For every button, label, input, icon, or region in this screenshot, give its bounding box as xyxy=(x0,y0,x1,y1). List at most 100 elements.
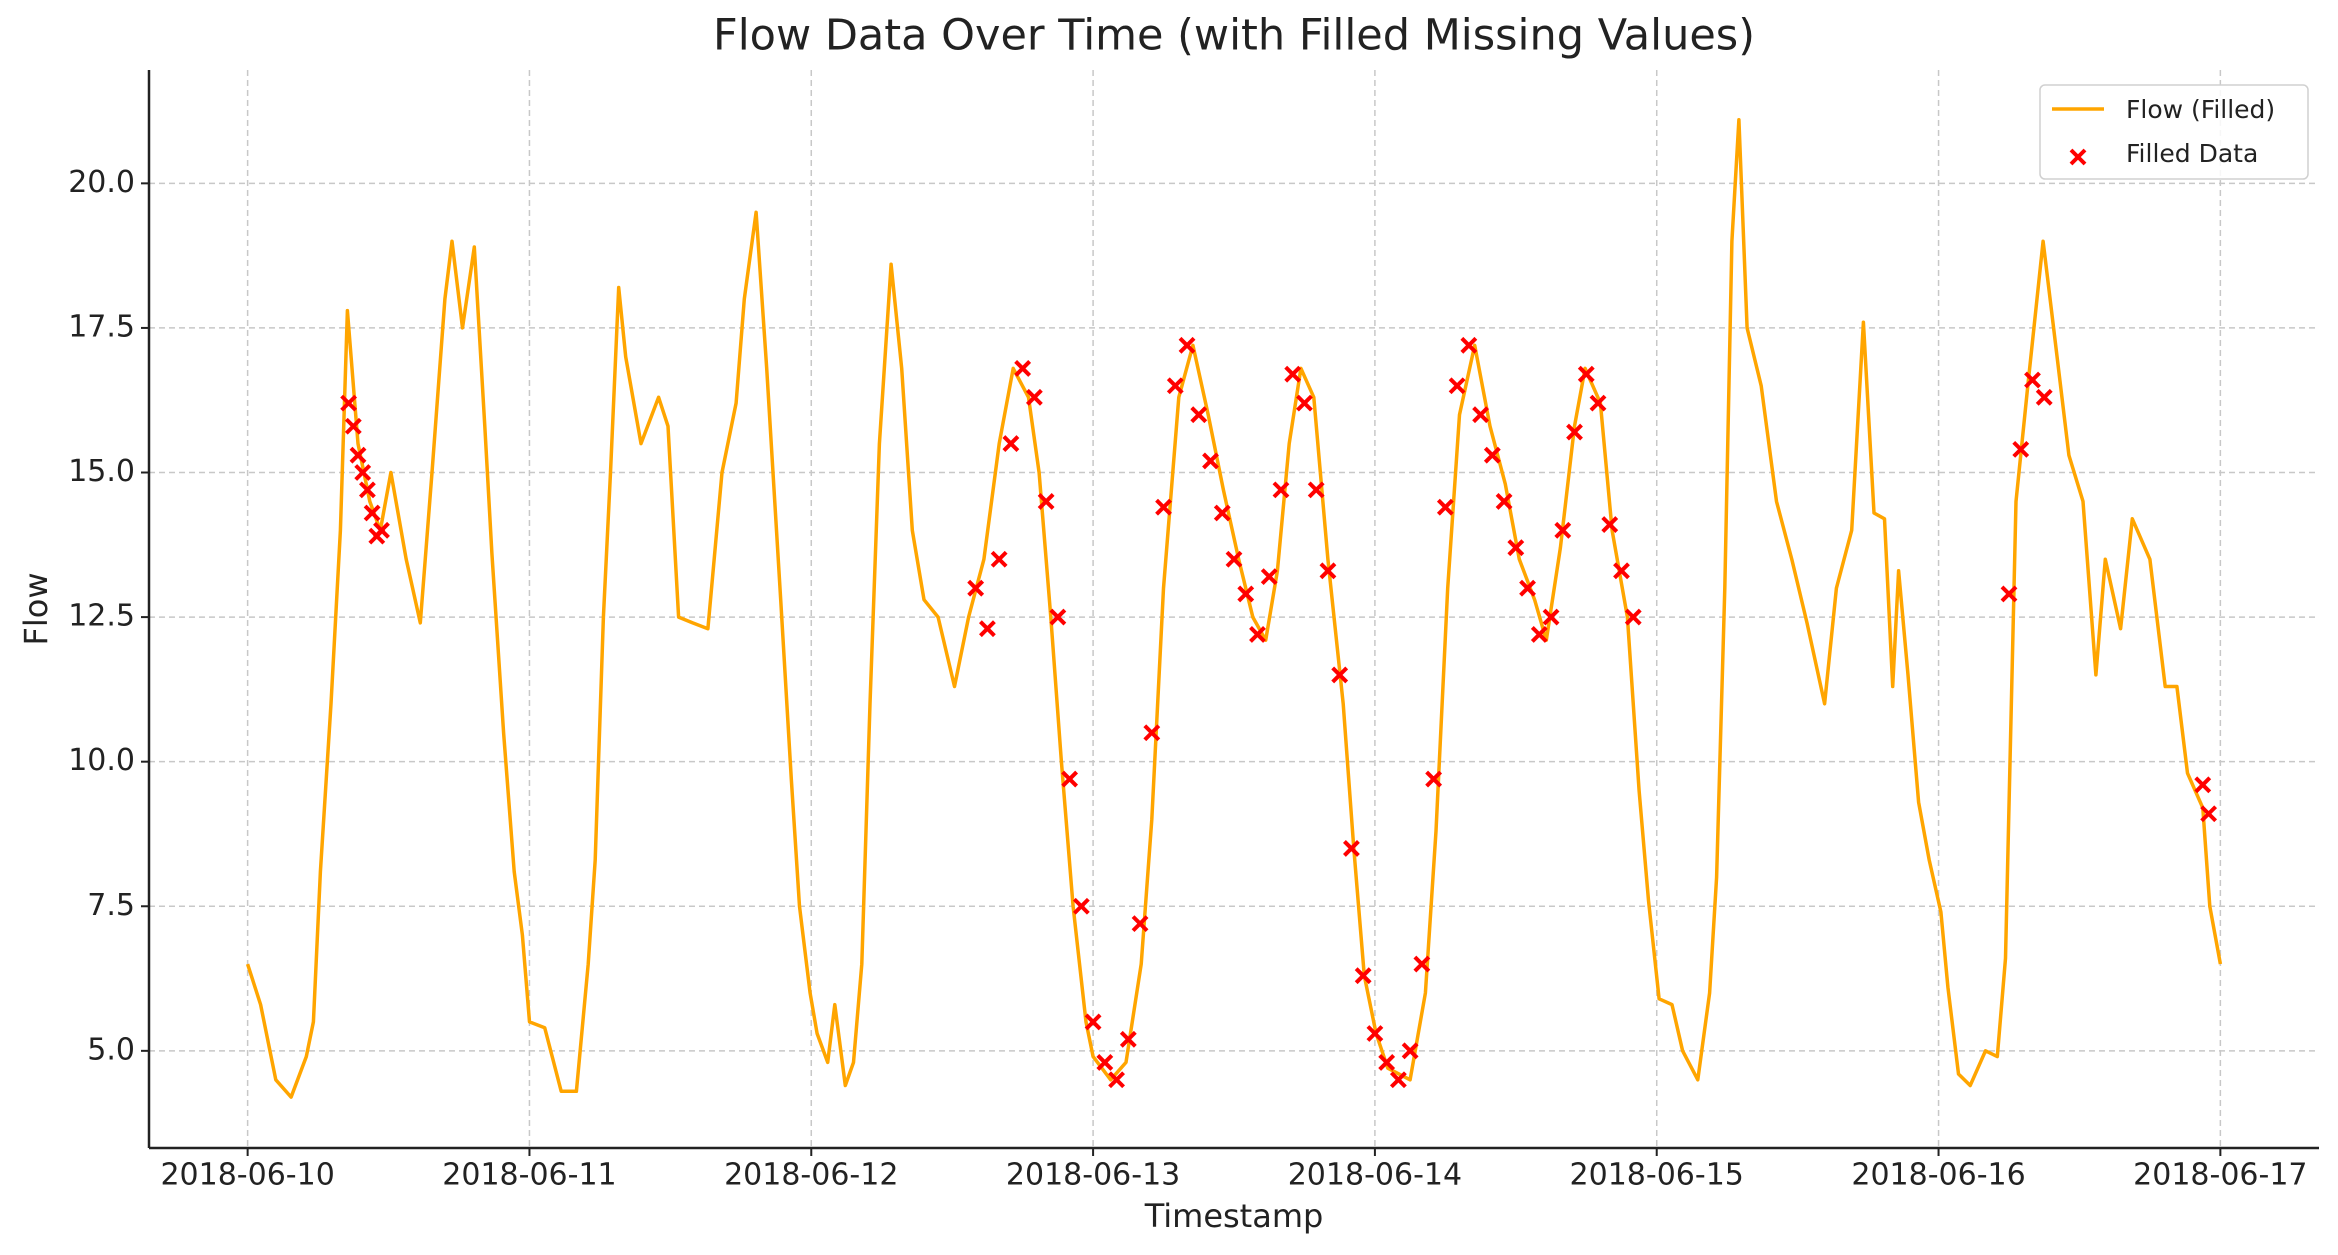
x-stroke xyxy=(1213,504,1231,522)
legend: Flow (Filled) Filled Data xyxy=(2039,84,2309,180)
filled-point xyxy=(2194,776,2212,794)
x-stroke xyxy=(373,521,390,539)
x-stroke xyxy=(1577,365,1595,383)
x-stroke xyxy=(1472,406,1490,424)
x-stroke xyxy=(1025,388,1043,406)
y-tick-label: 20.0 xyxy=(68,165,135,200)
legend-label: Flow (Filled) xyxy=(2126,95,2275,124)
filled-point xyxy=(1436,498,1454,516)
filled-point xyxy=(354,464,372,481)
x-stroke xyxy=(1119,1030,1137,1048)
filled-point xyxy=(1260,568,1278,586)
x-stroke xyxy=(1014,360,1032,377)
filled-point xyxy=(1049,608,1067,626)
x-stroke xyxy=(1272,481,1290,499)
filled-point xyxy=(1143,724,1161,742)
filled-point xyxy=(1554,521,1572,539)
x-stroke xyxy=(1566,423,1583,441)
filled-point xyxy=(349,446,367,464)
filled-point xyxy=(1577,365,1595,383)
filled-point xyxy=(1366,1025,1384,1042)
x-tick-label: 2018-06-17 xyxy=(2133,1158,2307,1193)
x-stroke xyxy=(1554,521,1572,539)
filled-point xyxy=(363,504,381,522)
filled-point xyxy=(373,521,390,539)
x-stroke xyxy=(1389,1071,1407,1089)
filled-point xyxy=(967,579,985,597)
y-tick-label: 5.0 xyxy=(87,1032,135,1067)
filled-point xyxy=(1378,1053,1396,1071)
x-stroke xyxy=(2012,440,2030,458)
x-stroke xyxy=(1354,967,1372,985)
filled-point xyxy=(1519,579,1536,597)
x-stroke xyxy=(344,417,362,435)
x-stroke xyxy=(1319,562,1337,580)
filled-point xyxy=(1084,1013,1102,1031)
filled-point xyxy=(1237,585,1255,603)
filled-point xyxy=(1225,550,1243,568)
x-stroke xyxy=(1530,626,1548,643)
x-stroke xyxy=(1237,585,1255,603)
filled-point xyxy=(1460,336,1478,354)
filled-point xyxy=(1389,1071,1407,1089)
y-axis-label: Flow xyxy=(17,572,55,645)
filled-point xyxy=(358,481,376,499)
x-stroke xyxy=(1366,1025,1384,1042)
x-stroke xyxy=(1260,568,1278,586)
filled-point xyxy=(1072,897,1090,915)
x-stroke xyxy=(1072,897,1090,915)
x-tick-label: 2018-06-10 xyxy=(160,1158,334,1193)
x-stroke xyxy=(1084,1013,1102,1031)
x-stroke xyxy=(990,550,1008,568)
x-stroke xyxy=(358,481,376,499)
filled-point xyxy=(990,550,1008,568)
x-stroke xyxy=(1519,579,1536,597)
filled-point xyxy=(1331,666,1349,684)
x-stroke xyxy=(1037,493,1055,510)
x-stroke xyxy=(1413,955,1431,973)
filled-point xyxy=(1542,608,1560,626)
x-tick-label: 2018-06-14 xyxy=(1288,1158,1462,1193)
legend-symbol xyxy=(2069,148,2087,166)
filled-point xyxy=(1425,770,1443,788)
filled-point xyxy=(1483,446,1501,464)
x-stroke xyxy=(1155,498,1172,516)
filled-point xyxy=(340,394,358,412)
x-stroke xyxy=(1436,498,1454,516)
filled-point xyxy=(1354,967,1372,985)
x-stroke xyxy=(1343,840,1360,857)
x-stroke xyxy=(1613,562,1630,580)
x-stroke xyxy=(2000,585,2018,603)
y-tick-label: 7.5 xyxy=(87,888,135,923)
filled-point xyxy=(2000,585,2018,603)
filled-point xyxy=(2200,805,2218,823)
x-stroke xyxy=(967,579,985,597)
x-stroke xyxy=(1589,394,1607,412)
filled-point xyxy=(2035,388,2053,406)
legend-label: Filled Data xyxy=(2126,139,2258,168)
filled-point xyxy=(344,417,362,435)
filled-point xyxy=(2012,440,2030,458)
filled-point xyxy=(1096,1053,1114,1071)
x-tick-label: 2018-06-16 xyxy=(1851,1158,2025,1193)
filled-point xyxy=(1624,608,1642,626)
x-stroke xyxy=(1460,336,1478,354)
filled-point xyxy=(1307,481,1325,499)
x-tick-label: 2018-06-11 xyxy=(442,1158,616,1193)
x-stroke xyxy=(1178,336,1196,354)
filled-point xyxy=(1202,452,1219,470)
x-stroke xyxy=(1249,626,1266,643)
x-stroke xyxy=(1143,724,1161,742)
x-stroke xyxy=(1448,377,1466,395)
filled-point xyxy=(1166,377,1184,395)
x-stroke xyxy=(1131,915,1149,933)
x-stroke xyxy=(1190,406,1208,424)
filled-point xyxy=(1131,915,1149,933)
x-stroke xyxy=(1061,770,1079,788)
x-axis-label: Timestamp xyxy=(1144,1197,1324,1235)
x-stroke xyxy=(978,620,996,638)
x-stroke xyxy=(1507,539,1525,557)
x-stroke xyxy=(1425,770,1443,788)
y-tick-label: 15.0 xyxy=(68,454,135,489)
